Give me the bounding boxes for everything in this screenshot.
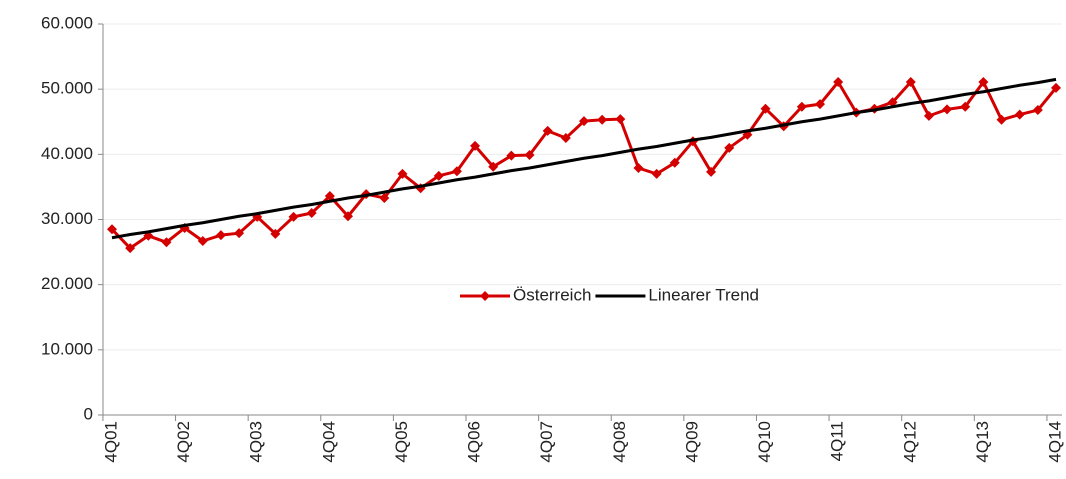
marker bbox=[996, 114, 1007, 125]
x-tick-label: 4Q05 bbox=[392, 421, 411, 463]
marker bbox=[161, 237, 172, 248]
y-tick-label: 20.000 bbox=[41, 274, 93, 293]
marker bbox=[633, 163, 644, 174]
x-tick-label: 4Q03 bbox=[247, 421, 266, 463]
marker bbox=[234, 228, 245, 239]
marker bbox=[651, 168, 662, 179]
x-tick-label: 4Q07 bbox=[537, 421, 556, 463]
marker bbox=[760, 103, 771, 114]
marker bbox=[615, 114, 626, 125]
marker bbox=[887, 97, 898, 108]
x-tick-label: 4Q09 bbox=[682, 421, 701, 463]
marker bbox=[215, 230, 226, 241]
marker bbox=[288, 211, 299, 222]
marker bbox=[960, 101, 971, 112]
marker bbox=[379, 192, 390, 203]
x-tick-label: 4Q02 bbox=[174, 421, 193, 463]
marker bbox=[306, 207, 317, 218]
marker bbox=[324, 191, 335, 202]
marker bbox=[796, 101, 807, 112]
x-tick-label: 4Q06 bbox=[465, 421, 484, 463]
marker bbox=[1051, 82, 1061, 93]
marker bbox=[942, 104, 953, 115]
y-tick-label: 40.000 bbox=[41, 144, 93, 163]
marker bbox=[560, 133, 571, 144]
x-tick-label: 4Q10 bbox=[755, 421, 774, 463]
marker bbox=[270, 228, 281, 239]
marker bbox=[470, 140, 481, 151]
marker bbox=[397, 168, 408, 179]
x-tick-label: 4Q13 bbox=[973, 421, 992, 463]
x-tick-label: 4Q12 bbox=[900, 421, 919, 463]
y-tick-label: 0 bbox=[84, 404, 93, 423]
marker bbox=[923, 110, 934, 121]
marker bbox=[343, 211, 353, 222]
marker bbox=[197, 236, 208, 247]
legend: Österreich Linearer Trend bbox=[460, 285, 759, 304]
legend-label: Österreich bbox=[513, 285, 591, 304]
y-tick-label: 10.000 bbox=[41, 339, 93, 358]
marker bbox=[488, 161, 499, 172]
y-tick-label: 30.000 bbox=[41, 209, 93, 228]
marker bbox=[1014, 109, 1025, 120]
x-tick-label: 4Q11 bbox=[828, 421, 847, 461]
marker bbox=[905, 76, 916, 87]
marker bbox=[579, 116, 589, 127]
legend-label: Linearer Trend bbox=[648, 285, 759, 304]
y-tick-label: 60.000 bbox=[41, 13, 93, 32]
marker bbox=[669, 157, 680, 168]
marker bbox=[107, 224, 117, 235]
x-tick-label: 4Q01 bbox=[101, 421, 120, 463]
x-tick-label: 4Q14 bbox=[1045, 421, 1064, 463]
marker bbox=[724, 142, 735, 153]
series-line bbox=[110, 80, 1058, 250]
marker bbox=[433, 170, 444, 181]
y-tick-label: 50.000 bbox=[41, 79, 93, 98]
marker bbox=[597, 114, 608, 125]
marker bbox=[978, 76, 989, 87]
marker bbox=[815, 99, 825, 110]
marker bbox=[542, 125, 553, 136]
marker bbox=[1032, 105, 1043, 116]
x-tick-label: 4Q08 bbox=[610, 421, 629, 463]
marker bbox=[833, 76, 844, 87]
marker bbox=[125, 243, 136, 254]
legend-marker bbox=[480, 291, 490, 301]
series-line bbox=[111, 77, 1057, 240]
marker bbox=[706, 166, 717, 177]
marker bbox=[524, 149, 535, 160]
x-tick-label: 4Q04 bbox=[319, 421, 338, 463]
marker bbox=[451, 166, 462, 177]
marker bbox=[506, 150, 517, 161]
